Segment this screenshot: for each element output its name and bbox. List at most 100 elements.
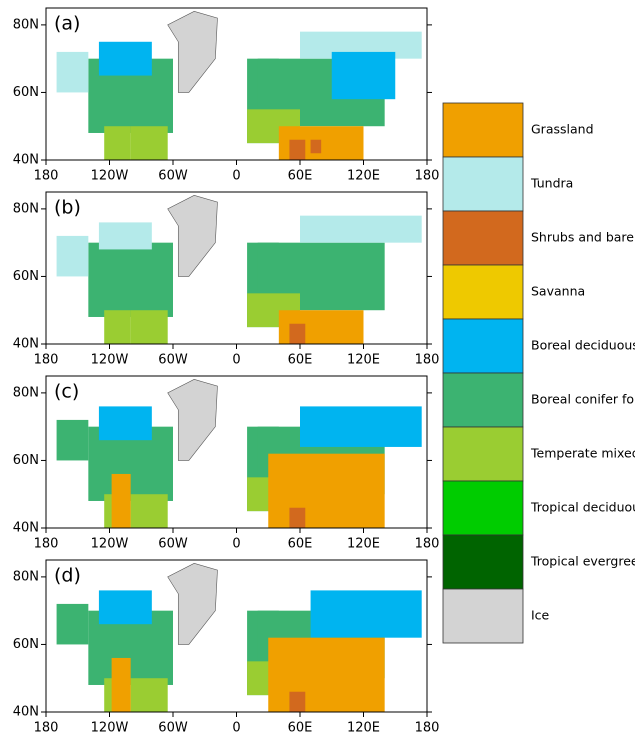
panel-label: (c) — [54, 381, 79, 403]
vegetation-region — [268, 453, 385, 528]
panel-label: (b) — [54, 197, 81, 219]
x-tick-label: 180 — [415, 169, 440, 184]
x-tick-label: 120W — [91, 537, 129, 552]
x-tick-label: 180 — [415, 353, 440, 368]
x-tick-label: 180 — [34, 353, 59, 368]
legend-label: Boreal deciduous forest — [531, 338, 635, 353]
legend-swatch — [442, 534, 524, 590]
x-tick-label: 60W — [158, 353, 188, 368]
x-tick-label: 180 — [415, 721, 440, 736]
map-panel — [56, 195, 422, 344]
vegetation-region — [310, 590, 422, 638]
x-tick-label: 120W — [91, 721, 129, 736]
map-panel — [56, 379, 422, 528]
vegetation-region — [88, 242, 173, 317]
x-tick-label: 60E — [288, 537, 313, 552]
vegetation-region — [98, 590, 152, 625]
vegetation-region — [56, 603, 89, 645]
vegetation-region — [300, 215, 422, 243]
vegetation-region — [289, 507, 306, 528]
x-tick-label: 60E — [288, 169, 313, 184]
x-tick-label: 120W — [91, 169, 129, 184]
y-tick-label: 80N — [13, 201, 39, 216]
vegetation-region — [130, 678, 168, 712]
vegetation-region — [130, 494, 168, 528]
x-tick-label: 120E — [347, 721, 380, 736]
vegetation-region — [111, 657, 131, 712]
y-tick-label: 40N — [13, 705, 39, 720]
x-tick-label: 60W — [158, 537, 188, 552]
legend-label: Savanna — [531, 284, 585, 299]
legend-swatch — [442, 480, 524, 536]
vegetation-region — [56, 51, 89, 93]
legend-label: Tropical deciduous forest — [530, 500, 635, 515]
legend-swatch — [442, 372, 524, 428]
vegetation-region — [300, 406, 422, 447]
x-tick-label: 60E — [288, 721, 313, 736]
vegetation-region — [289, 691, 306, 712]
legend-label: Ice — [531, 608, 550, 623]
legend-label: Boreal conifer forest — [531, 392, 635, 407]
legend-swatch — [442, 210, 524, 266]
y-tick-label: 60N — [13, 85, 39, 100]
legend: Grassland Tundra Shrubs and bare ground Sav… — [442, 102, 635, 644]
x-tick-label: 180 — [34, 537, 59, 552]
vegetation-region — [56, 419, 89, 461]
vegetation-region — [268, 637, 385, 712]
y-tick-label: 80N — [13, 569, 39, 584]
map-panel — [56, 11, 422, 160]
x-tick-label: 0 — [232, 537, 240, 552]
vegetation-region — [98, 41, 152, 76]
y-tick-label: 40N — [13, 521, 39, 536]
legend-swatch — [442, 264, 524, 320]
ice-sheet — [167, 379, 218, 461]
map-panel — [56, 563, 422, 712]
y-tick-label: 80N — [13, 17, 39, 32]
vegetation-region — [104, 310, 131, 344]
x-tick-label: 180 — [34, 169, 59, 184]
x-tick-label: 120W — [91, 353, 129, 368]
x-tick-label: 0 — [232, 353, 240, 368]
legend-label: Grassland — [531, 122, 594, 137]
ice-sheet — [167, 11, 218, 93]
ice-sheet — [167, 195, 218, 277]
vegetation-region — [98, 406, 152, 441]
legend-swatch — [442, 426, 524, 482]
y-tick-label: 40N — [13, 337, 39, 352]
y-tick-label: 60N — [13, 637, 39, 652]
legend-swatch — [442, 102, 524, 158]
ice-sheet — [167, 563, 218, 645]
x-tick-label: 120E — [347, 537, 380, 552]
vegetation-region — [130, 310, 168, 344]
x-tick-label: 60E — [288, 353, 313, 368]
x-tick-label: 60W — [158, 721, 188, 736]
vegetation-region — [331, 51, 396, 100]
y-tick-label: 80N — [13, 385, 39, 400]
x-tick-label: 120E — [347, 353, 380, 368]
vegetation-region — [289, 323, 306, 344]
vegetation-region — [310, 139, 322, 154]
x-tick-label: 0 — [232, 169, 240, 184]
legend-label: Tropical evergreen forest — [530, 554, 635, 569]
vegetation-region — [104, 126, 131, 160]
vegetation-region — [289, 139, 306, 160]
legend-label: Tundra — [530, 176, 573, 191]
x-tick-label: 60W — [158, 169, 188, 184]
legend-swatch — [442, 318, 524, 374]
x-tick-label: 120E — [347, 169, 380, 184]
x-tick-label: 180 — [415, 537, 440, 552]
x-tick-label: 0 — [232, 721, 240, 736]
vegetation-region — [98, 222, 152, 250]
panel-label: (d) — [54, 565, 81, 587]
y-tick-label: 40N — [13, 153, 39, 168]
panel-label: (a) — [54, 13, 80, 35]
x-tick-label: 180 — [34, 721, 59, 736]
y-tick-label: 60N — [13, 269, 39, 284]
legend-label: Shrubs and bare ground — [531, 230, 635, 245]
y-tick-label: 60N — [13, 453, 39, 468]
legend-label: Temperate mixed forest — [530, 446, 635, 461]
legend-swatch — [442, 588, 524, 644]
legend-swatch — [442, 156, 524, 212]
vegetation-region — [111, 473, 131, 528]
